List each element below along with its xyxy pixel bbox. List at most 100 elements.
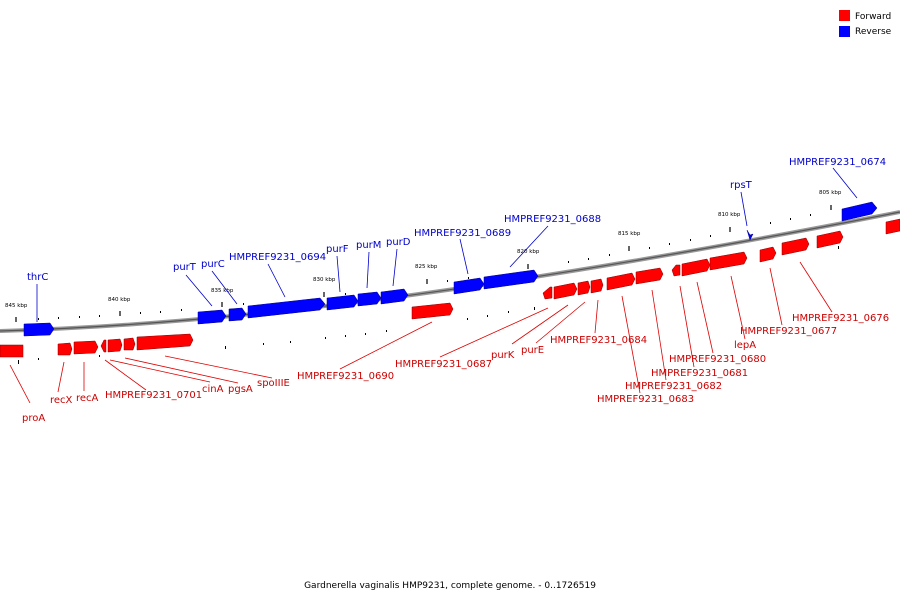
leader-line xyxy=(104,359,147,391)
gene-reverse[interactable] xyxy=(228,307,247,322)
legend-reverse-swatch xyxy=(839,26,850,37)
scale-label: 830 kbp xyxy=(313,277,336,283)
leader-line xyxy=(439,307,549,358)
gene-forward[interactable] xyxy=(136,333,194,351)
minor-tick xyxy=(770,222,771,224)
leader-line xyxy=(651,289,667,381)
scale-label: 810 kbp xyxy=(718,212,741,218)
minor-tick xyxy=(181,309,182,311)
leader-line xyxy=(339,321,433,370)
gene-label: HMPREF9231_0688 xyxy=(504,214,601,225)
leader-line xyxy=(621,295,641,394)
minor-tick xyxy=(810,214,811,216)
gene-forward[interactable] xyxy=(885,218,900,235)
gene-label: HMPREF9231_0683 xyxy=(597,394,694,405)
leader-line xyxy=(740,191,748,227)
minor-tick xyxy=(225,346,226,349)
scale-label: 825 kbp xyxy=(415,264,438,270)
scale-label: 835 kbp xyxy=(211,288,234,294)
forward-genes xyxy=(0,218,900,358)
gene-forward[interactable] xyxy=(590,278,604,294)
leader-line xyxy=(392,248,398,287)
gene-forward[interactable] xyxy=(411,302,454,320)
minor-tick xyxy=(18,360,19,364)
gene-reverse[interactable] xyxy=(247,297,326,319)
leader-line xyxy=(459,238,469,275)
gene-label: purT xyxy=(173,262,197,273)
minor-tick xyxy=(243,303,244,305)
gene-label: HMPREF9231_0689 xyxy=(414,228,511,239)
scale-label: 815 kbp xyxy=(618,231,641,237)
leader-line xyxy=(832,167,858,199)
minor-tick xyxy=(290,341,291,343)
gene-label: purF xyxy=(326,244,349,255)
minor-tick xyxy=(99,355,100,357)
forward-leaders xyxy=(9,261,833,404)
gene-reverse[interactable] xyxy=(326,294,359,311)
gene-reverse[interactable] xyxy=(746,229,754,241)
scale-labels: 845 kbp 840 kbp 835 kbp 830 kbp 825 kbp … xyxy=(5,190,842,309)
minor-tick xyxy=(508,311,509,313)
leader-line xyxy=(267,263,286,298)
gene-forward[interactable] xyxy=(816,230,844,249)
gene-label: HMPREF9231_0690 xyxy=(297,371,394,382)
gene-forward[interactable] xyxy=(0,344,24,358)
gene-forward[interactable] xyxy=(759,246,777,263)
leader-line xyxy=(769,267,783,326)
gene-forward[interactable] xyxy=(73,340,99,355)
minor-ticks xyxy=(18,214,839,364)
legend-forward-label: Forward xyxy=(855,12,891,22)
gene-forward[interactable] xyxy=(553,282,578,300)
minor-tick xyxy=(609,254,610,256)
minor-tick xyxy=(710,235,711,237)
gene-forward[interactable] xyxy=(123,337,136,351)
gene-label: purK xyxy=(491,350,515,361)
leader-line xyxy=(594,299,599,334)
gene-forward[interactable] xyxy=(671,264,681,277)
gene-reverse[interactable] xyxy=(197,309,227,325)
gene-forward[interactable] xyxy=(577,280,591,296)
minor-tick xyxy=(160,311,161,313)
leader-line xyxy=(366,251,370,289)
leader-line xyxy=(9,364,31,404)
gene-reverse[interactable] xyxy=(483,269,539,290)
reverse-gene-labels: thrC purT purC HMPREF9231_0694 purF purM… xyxy=(27,157,886,283)
gene-forward[interactable] xyxy=(100,339,107,353)
gene-reverse[interactable] xyxy=(23,322,55,337)
gene-label: rpsT xyxy=(730,180,753,191)
legend: Forward Reverse xyxy=(839,10,892,37)
minor-tick xyxy=(649,247,650,249)
gene-reverse[interactable] xyxy=(841,201,878,222)
minor-tick xyxy=(487,315,488,317)
minor-tick xyxy=(58,317,59,319)
gene-forward[interactable] xyxy=(709,251,748,271)
leader-line xyxy=(535,301,586,344)
gene-forward[interactable] xyxy=(542,286,553,300)
gene-forward[interactable] xyxy=(57,342,73,356)
minor-tick xyxy=(588,258,589,260)
genome-caption: Gardnerella vaginalis HMP9231, complete … xyxy=(304,581,596,591)
minor-tick xyxy=(263,343,264,345)
gene-forward[interactable] xyxy=(606,272,636,291)
leader-line xyxy=(679,285,695,368)
gene-forward[interactable] xyxy=(635,267,664,285)
minor-tick xyxy=(79,316,80,318)
scale-label: 845 kbp xyxy=(5,303,28,309)
minor-tick xyxy=(838,246,839,249)
gene-label: cinA xyxy=(202,384,224,395)
minor-tick xyxy=(690,239,691,241)
gene-forward[interactable] xyxy=(781,237,810,256)
gene-reverse[interactable] xyxy=(380,288,409,305)
gene-forward[interactable] xyxy=(681,258,711,277)
gene-label: HMPREF9231_0676 xyxy=(792,313,889,324)
gene-reverse[interactable] xyxy=(453,277,485,295)
minor-tick xyxy=(790,218,791,220)
gene-label: recX xyxy=(50,395,73,406)
gene-reverse[interactable] xyxy=(357,291,382,307)
minor-tick xyxy=(386,330,387,332)
gene-forward[interactable] xyxy=(107,338,123,353)
leader-line xyxy=(511,304,569,345)
minor-tick xyxy=(365,333,366,335)
leader-line xyxy=(799,261,833,313)
